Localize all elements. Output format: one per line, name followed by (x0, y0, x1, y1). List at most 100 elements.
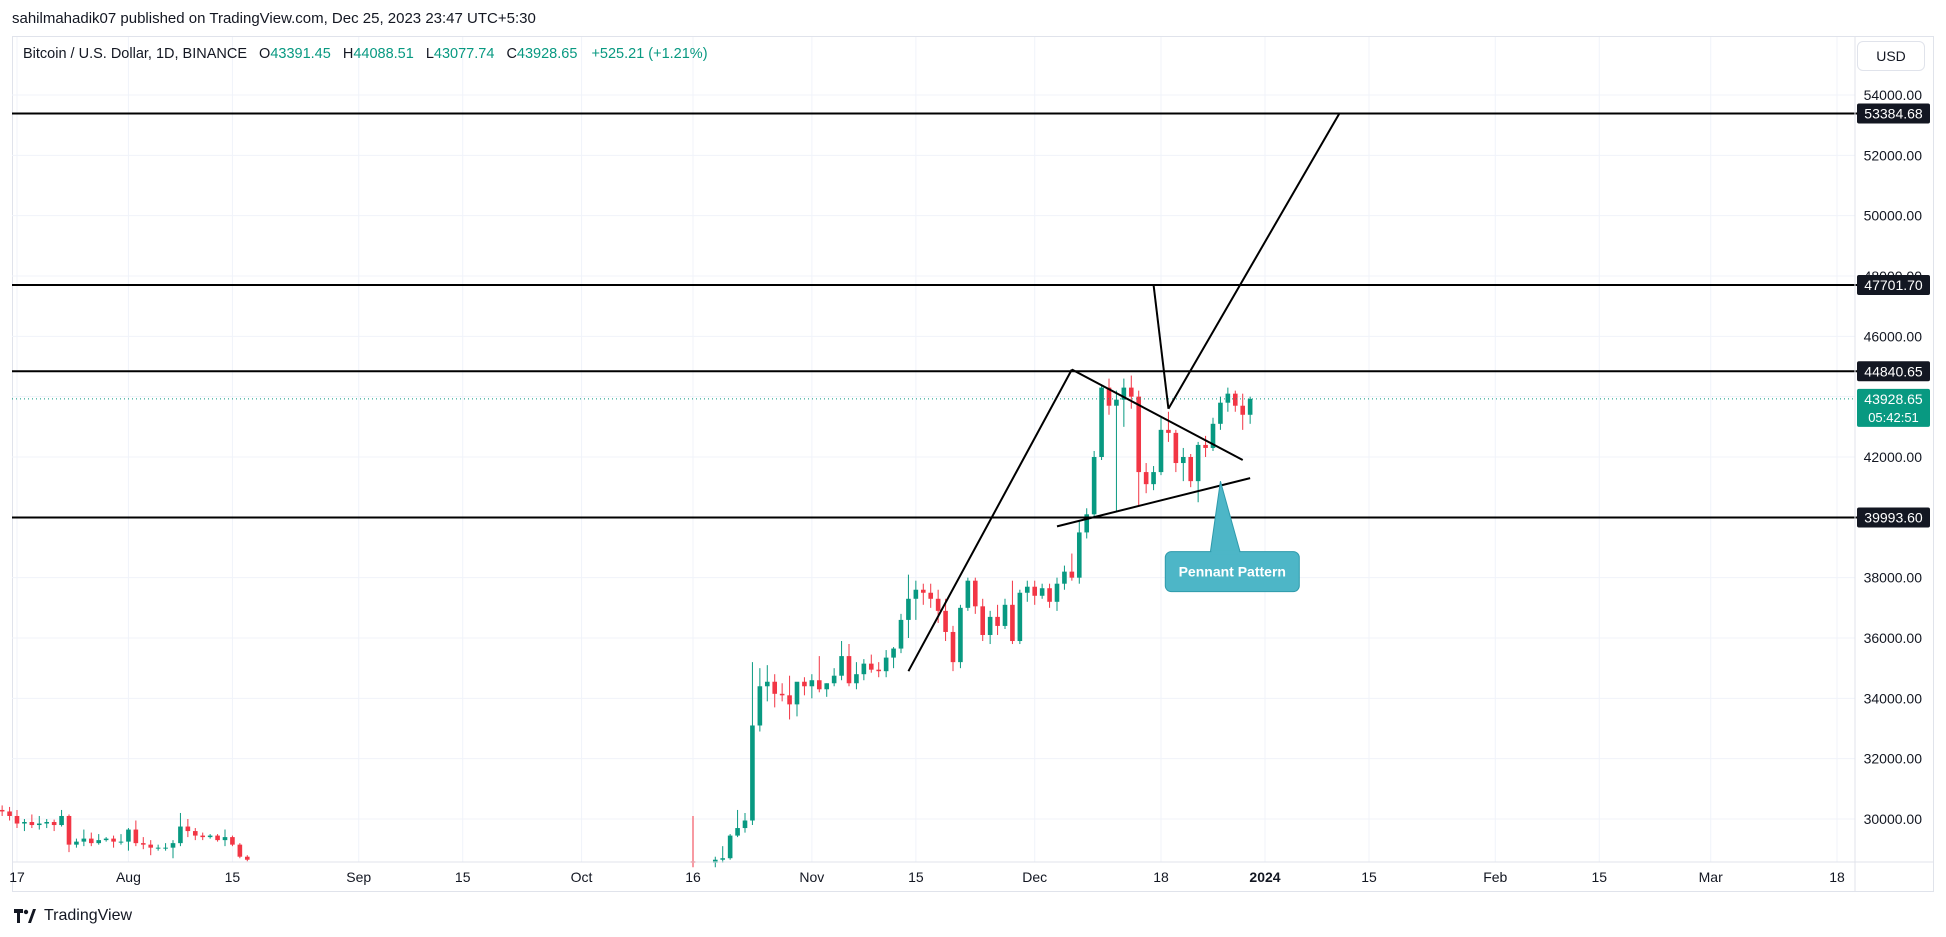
x-tick-label: Oct (571, 869, 593, 885)
candle-body (1218, 402, 1223, 424)
candle-body (972, 580, 978, 607)
footer-brand[interactable]: TradingView (14, 905, 132, 927)
candle (163, 843, 168, 851)
candle (215, 834, 220, 842)
candle-body (185, 826, 191, 832)
candle (824, 683, 830, 697)
candle-body (96, 840, 102, 844)
horizontal-levels (12, 112, 1857, 519)
candle-body (14, 815, 20, 824)
level-tag-bg (1857, 507, 1930, 528)
x-tick-label: Aug (116, 869, 141, 885)
candle (22, 819, 27, 832)
footer-brand-text: TradingView (44, 907, 133, 924)
candle (111, 835, 116, 848)
candle (772, 674, 778, 708)
candle-body (1166, 429, 1171, 433)
candle (1106, 378, 1112, 415)
candle-body (779, 693, 785, 696)
candle-body (1106, 387, 1112, 406)
candle-body (816, 680, 822, 690)
candle (1054, 577, 1060, 611)
candle-body (1017, 592, 1023, 642)
open-label: O (259, 46, 271, 62)
candle-body (839, 656, 844, 676)
candle (1247, 396, 1253, 424)
candle (155, 844, 161, 851)
candle-body (1210, 423, 1216, 448)
candle-body (965, 580, 971, 608)
trend-lines (907, 113, 1341, 672)
candle-body (200, 835, 206, 838)
candle-body (1099, 387, 1104, 457)
change-value: +525.21 (+1.21%) (591, 46, 708, 62)
y-tick-label: 36000.00 (1864, 630, 1923, 646)
countdown-label: 05:42:51 (1868, 410, 1919, 425)
candle (1032, 580, 1038, 605)
x-tick-label: Dec (1022, 869, 1047, 885)
candles (0, 375, 1253, 868)
candle (1143, 463, 1149, 494)
candle (839, 641, 844, 681)
candle-body (794, 681, 800, 705)
y-tick-label: 38000.00 (1864, 570, 1923, 586)
candle (88, 832, 94, 847)
candle (1158, 417, 1164, 476)
candle (200, 832, 206, 841)
candle (1225, 387, 1231, 412)
candle (0, 805, 5, 816)
candle (44, 819, 50, 829)
symbol-name: Bitcoin / U.S. Dollar, 1D, BINANCE (23, 46, 248, 62)
x-tick-label: 15 (1361, 869, 1377, 885)
candle-body (883, 657, 889, 672)
candle-body (1151, 472, 1156, 485)
candle-body (126, 829, 131, 842)
candle-body (787, 695, 792, 705)
candle (757, 668, 763, 732)
last-price-label: 43928.65 (1864, 391, 1923, 407)
candle-body (1024, 586, 1030, 593)
y-tick-label: 54000.00 (1864, 87, 1923, 103)
candle (809, 674, 815, 699)
candle-body (935, 598, 941, 611)
level-tag-label: 39993.60 (1864, 510, 1923, 526)
price-axis[interactable]: 30000.00 32000.00 34000.00 36000.00 38000.00… (1854, 36, 1930, 892)
candle-body (59, 815, 64, 826)
candle (720, 846, 726, 863)
low-label: L (425, 46, 434, 62)
high-label: H (342, 46, 354, 62)
candle (1195, 441, 1201, 503)
candle-body (735, 828, 740, 836)
published-header: sahilmahadik07 published on TradingView.… (12, 10, 536, 27)
currency-button[interactable]: USD (1857, 41, 1925, 71)
x-tick-label: 15 (908, 869, 924, 885)
candle-body (1136, 396, 1142, 473)
candle (1024, 580, 1030, 602)
x-tick-label: 16 (685, 869, 701, 885)
y-tick-label: 52000.00 (1864, 147, 1923, 163)
candle (1084, 508, 1090, 539)
time-axis[interactable]: 17 Aug 15 Sep 15 Oct 16 Nov 15 Dec 18 2024 15 Feb 15 Ma… (9, 861, 1934, 885)
level-tag-bg (1857, 361, 1930, 382)
candle (1180, 447, 1186, 482)
candle-body (950, 631, 956, 663)
close-value: 43928.65 (516, 46, 578, 62)
candle-body (720, 858, 726, 860)
trend-line (1152, 284, 1170, 409)
trend-line (1056, 477, 1251, 528)
candle (185, 819, 191, 838)
candle (51, 819, 57, 832)
candle-body (244, 856, 250, 860)
candle-body (1054, 583, 1060, 602)
candle-body (222, 837, 228, 841)
candle (802, 677, 807, 696)
candle-body (111, 838, 116, 842)
candle-body (1002, 604, 1008, 626)
candle (237, 843, 243, 859)
candle (750, 662, 755, 826)
candle (1166, 411, 1171, 442)
candle-body (1062, 571, 1067, 584)
candle (995, 604, 1000, 635)
candle-body (155, 847, 161, 849)
